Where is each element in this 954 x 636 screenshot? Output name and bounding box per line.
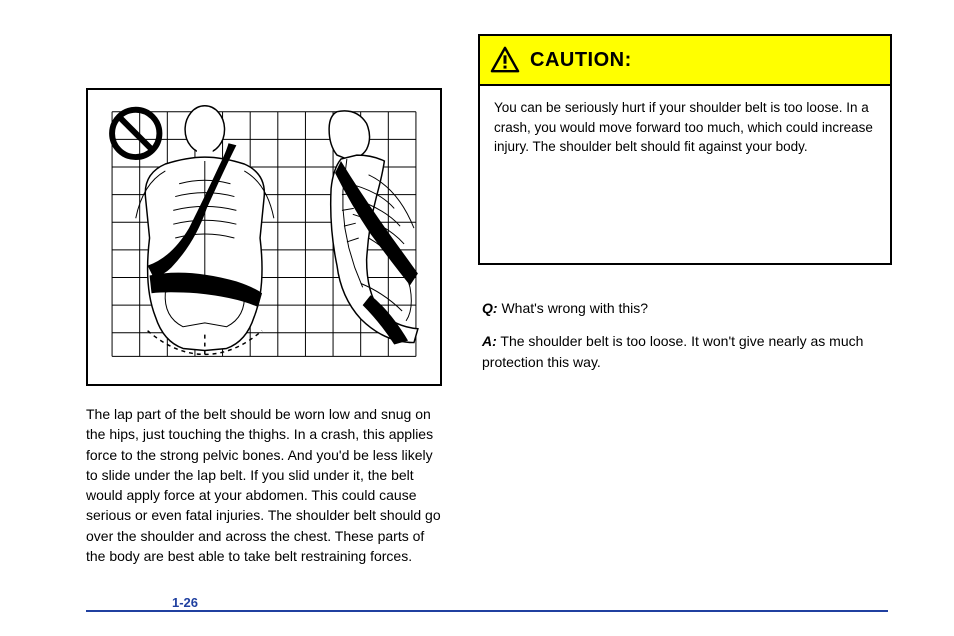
manual-page: CAUTION: You can be seriously hurt if yo… [0, 0, 954, 636]
answer-row: A: The shoulder belt is too loose. It wo… [482, 331, 882, 373]
question-label: Q: [482, 300, 498, 316]
warning-icon [490, 46, 520, 74]
answer-text: The shoulder belt is too loose. It won't… [482, 333, 863, 370]
answer-label: A: [482, 333, 497, 349]
seatbelt-illustration-svg [88, 90, 440, 384]
caution-box: CAUTION: You can be seriously hurt if yo… [478, 34, 892, 265]
seatbelt-figure [86, 88, 442, 386]
page-number: 1-26 [172, 591, 198, 610]
qa-block: Q: What's wrong with this? A: The should… [482, 298, 882, 373]
prohibit-icon [112, 110, 159, 157]
caution-header: CAUTION: [480, 36, 890, 86]
caution-title: CAUTION: [530, 49, 632, 72]
caution-body-text: You can be seriously hurt if your should… [480, 86, 890, 169]
question-text: What's wrong with this? [501, 300, 648, 316]
question-row: Q: What's wrong with this? [482, 298, 882, 319]
footer-rule: 1-26 [86, 610, 888, 612]
body-paragraph: The lap part of the belt should be worn … [86, 404, 446, 566]
